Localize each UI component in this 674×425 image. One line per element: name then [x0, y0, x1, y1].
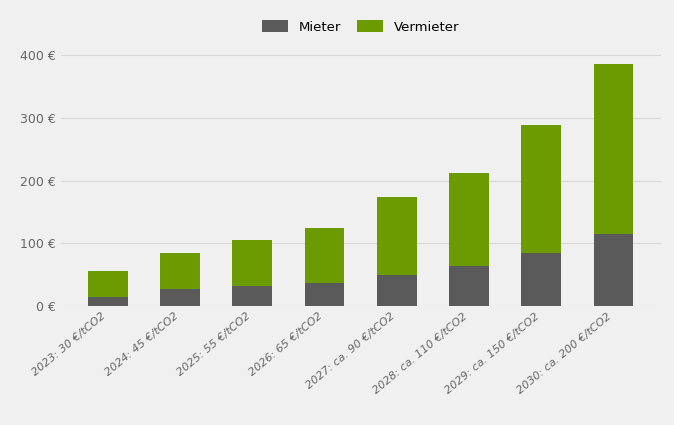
- Bar: [377, 198, 417, 275]
- Bar: [377, 275, 417, 306]
- Bar: [594, 234, 634, 306]
- Bar: [449, 266, 489, 306]
- Bar: [594, 65, 634, 234]
- Bar: [522, 125, 561, 253]
- Bar: [160, 289, 200, 306]
- Bar: [88, 272, 127, 297]
- Bar: [305, 227, 344, 283]
- Bar: [88, 297, 127, 306]
- Bar: [305, 283, 344, 306]
- Bar: [233, 286, 272, 306]
- Legend: Mieter, Vermieter: Mieter, Vermieter: [257, 15, 464, 39]
- Bar: [160, 253, 200, 289]
- Bar: [233, 240, 272, 286]
- Bar: [522, 253, 561, 306]
- Bar: [449, 173, 489, 266]
